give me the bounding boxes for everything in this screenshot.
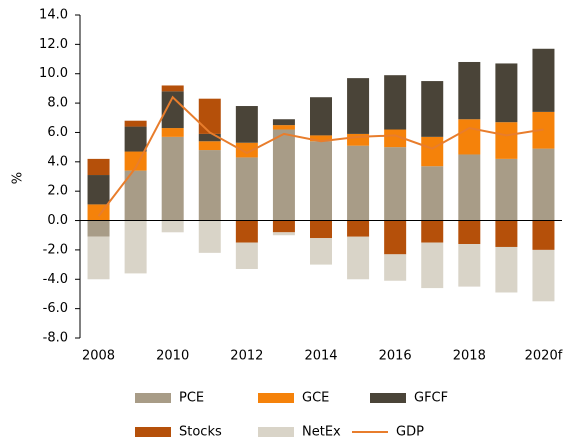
bar [87,220,110,237]
bar [421,166,444,221]
bar [198,141,221,151]
bar [458,119,481,155]
bar [384,254,407,281]
bar [161,220,184,233]
bar [235,242,258,269]
y-tick-label: 10.0 [39,66,68,81]
bar [235,157,258,221]
bar [347,145,370,221]
bar [384,147,407,221]
y-tick-label: -4.0 [43,272,68,287]
bar [495,122,518,159]
bar [421,81,444,137]
legend-label: PCE [179,391,204,406]
bar [421,242,444,289]
bar [87,236,110,280]
bar [495,220,518,247]
y-tick-label: 12.0 [39,37,68,52]
bar [161,85,184,92]
y-axis-label: % [11,172,26,184]
bar [458,61,481,120]
bar [458,154,481,221]
x-tick-label: 2012 [230,349,263,364]
bar [272,125,295,130]
bar [347,220,370,237]
legend-swatch [370,393,406,403]
bar [235,220,258,243]
y-tick-label: -2.0 [43,242,68,257]
bar [384,220,407,255]
bar [272,119,295,126]
bar [124,220,147,274]
bar [124,170,147,221]
gdp-line [97,95,544,217]
legend-label: GDP [396,425,424,440]
legend-swatch [135,427,171,437]
bar [310,141,332,221]
bar [532,148,555,221]
bar [310,97,332,136]
legend-label: NetEx [302,425,341,440]
legend-label: GFCF [414,391,448,406]
y-tick-label: 14.0 [39,8,68,23]
bar [198,98,221,134]
legend-label: GCE [302,391,329,406]
y-tick-label: 0.0 [47,213,68,228]
x-tick-label: 2010 [156,349,189,364]
bar [235,106,258,143]
bar [458,220,481,245]
bar [161,128,184,137]
bar [458,244,481,287]
bar [198,150,221,221]
bar [161,91,184,129]
y-tick-label: 6.0 [47,125,68,140]
bar [124,126,147,152]
legend-swatch [135,393,171,403]
bar [272,220,295,233]
x-tick-label: 2020f [525,349,563,364]
x-tick-label: 2008 [82,349,115,364]
x-tick-label: 2014 [304,349,337,364]
bar [347,236,370,280]
bar [124,120,147,127]
x-tick-label: 2018 [453,349,486,364]
bar [87,158,110,176]
y-tick-label: -6.0 [43,301,68,316]
y-tick-label: 4.0 [47,154,68,169]
bar [532,48,555,112]
y-tick-label: 2.0 [47,184,68,199]
bar [495,63,518,123]
bar [347,133,370,146]
bar [384,75,407,130]
legend-swatch [258,427,294,437]
bar [310,238,332,265]
bar [310,135,332,142]
bar [161,136,184,221]
bar [421,136,444,167]
y-tick-label: -8.0 [43,331,68,346]
bar [532,249,555,302]
y-tick-label: 8.0 [47,96,68,111]
bar [532,220,555,250]
legend-label: Stocks [179,425,222,440]
bar [495,158,518,221]
bar [198,220,221,253]
bar [235,142,258,158]
bar [310,220,332,239]
bar [495,246,518,293]
bar [347,78,370,134]
bar [272,129,295,221]
bar [198,133,221,142]
legend-swatch [258,393,294,403]
bar [421,220,444,243]
bar [384,129,407,148]
bar [272,232,295,236]
x-tick-label: 2016 [379,349,412,364]
bar [87,175,110,205]
